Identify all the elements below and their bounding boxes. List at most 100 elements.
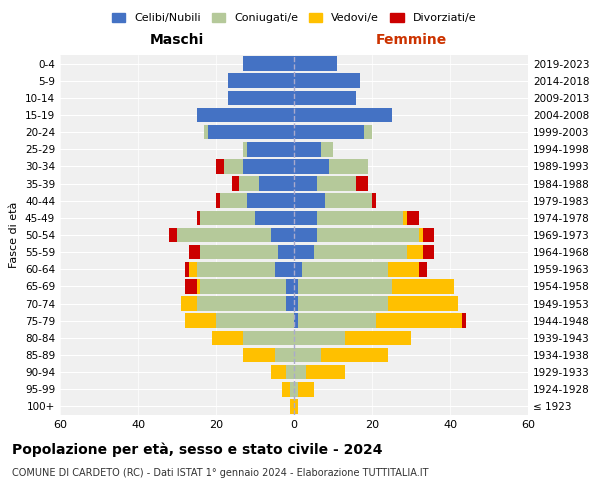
Bar: [247, 194, 294, 208]
Bar: [294, 330, 344, 345]
Bar: [294, 279, 298, 293]
Bar: [197, 108, 294, 122]
Bar: [306, 365, 344, 380]
Bar: [224, 159, 244, 174]
Bar: [298, 279, 392, 293]
Bar: [298, 382, 314, 396]
Bar: [185, 262, 188, 276]
Bar: [185, 279, 197, 293]
Bar: [372, 194, 376, 208]
Bar: [294, 159, 329, 174]
Bar: [294, 228, 317, 242]
Bar: [189, 245, 200, 260]
Bar: [197, 262, 275, 276]
Bar: [419, 228, 422, 242]
Bar: [212, 330, 244, 345]
Bar: [356, 176, 368, 191]
Bar: [419, 262, 427, 276]
Bar: [294, 210, 317, 225]
Bar: [278, 245, 294, 260]
Bar: [244, 330, 294, 345]
Bar: [200, 210, 255, 225]
Bar: [294, 296, 298, 311]
Bar: [197, 296, 286, 311]
Bar: [294, 382, 298, 396]
Bar: [197, 279, 200, 293]
Bar: [247, 142, 294, 156]
Bar: [294, 56, 337, 71]
Y-axis label: Fasce di età: Fasce di età: [10, 202, 19, 268]
Bar: [294, 194, 325, 208]
Bar: [294, 74, 360, 88]
Bar: [181, 296, 197, 311]
Bar: [271, 365, 286, 380]
Bar: [232, 176, 239, 191]
Bar: [407, 210, 419, 225]
Bar: [200, 279, 286, 293]
Bar: [294, 399, 298, 413]
Bar: [204, 125, 208, 140]
Legend: Celibi/Nubili, Coniugati/e, Vedovi/e, Divorziati/e: Celibi/Nubili, Coniugati/e, Vedovi/e, Di…: [107, 8, 481, 28]
Bar: [294, 142, 322, 156]
Bar: [403, 210, 407, 225]
Bar: [422, 228, 434, 242]
Bar: [228, 74, 294, 88]
Bar: [462, 314, 466, 328]
Bar: [244, 159, 294, 174]
Bar: [169, 228, 177, 242]
Bar: [392, 279, 454, 293]
Text: Femmine: Femmine: [376, 34, 446, 48]
Bar: [294, 262, 302, 276]
Bar: [317, 210, 403, 225]
Bar: [255, 210, 294, 225]
Bar: [294, 365, 306, 380]
Bar: [216, 194, 220, 208]
Bar: [422, 245, 434, 260]
Bar: [275, 348, 294, 362]
Bar: [216, 314, 294, 328]
Y-axis label: Anni di nascita: Anni di nascita: [599, 194, 600, 276]
Bar: [244, 348, 275, 362]
Bar: [228, 90, 294, 105]
Bar: [259, 176, 294, 191]
Bar: [317, 176, 356, 191]
Bar: [388, 262, 419, 276]
Bar: [244, 56, 294, 71]
Bar: [322, 348, 388, 362]
Bar: [388, 296, 458, 311]
Bar: [290, 399, 294, 413]
Bar: [325, 194, 372, 208]
Bar: [208, 125, 294, 140]
Bar: [322, 142, 333, 156]
Text: Popolazione per età, sesso e stato civile - 2024: Popolazione per età, sesso e stato civil…: [12, 442, 383, 457]
Bar: [344, 330, 411, 345]
Bar: [298, 314, 376, 328]
Bar: [197, 210, 200, 225]
Bar: [216, 159, 224, 174]
Bar: [294, 314, 298, 328]
Text: COMUNE DI CARDETO (RC) - Dati ISTAT 1° gennaio 2024 - Elaborazione TUTTITALIA.IT: COMUNE DI CARDETO (RC) - Dati ISTAT 1° g…: [12, 468, 428, 477]
Text: Maschi: Maschi: [150, 34, 204, 48]
Bar: [188, 262, 197, 276]
Bar: [294, 348, 322, 362]
Bar: [329, 159, 368, 174]
Bar: [286, 279, 294, 293]
Bar: [244, 142, 247, 156]
Bar: [294, 125, 364, 140]
Bar: [294, 90, 356, 105]
Bar: [294, 176, 317, 191]
Bar: [177, 228, 271, 242]
Bar: [286, 365, 294, 380]
Bar: [364, 125, 372, 140]
Bar: [185, 314, 216, 328]
Bar: [294, 108, 392, 122]
Bar: [302, 262, 388, 276]
Bar: [290, 382, 294, 396]
Bar: [294, 245, 314, 260]
Bar: [200, 245, 278, 260]
Bar: [275, 262, 294, 276]
Bar: [286, 296, 294, 311]
Bar: [298, 296, 388, 311]
Bar: [317, 228, 419, 242]
Bar: [407, 245, 423, 260]
